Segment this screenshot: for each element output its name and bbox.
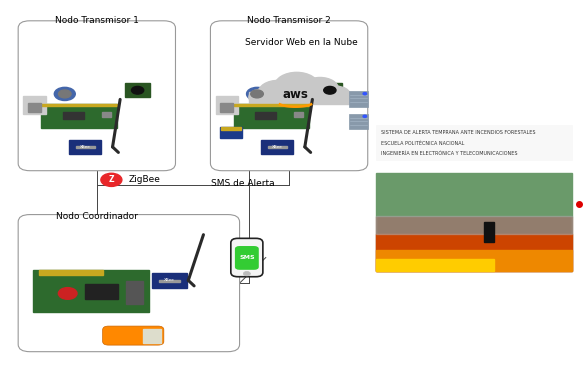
Bar xyxy=(234,104,310,106)
FancyBboxPatch shape xyxy=(231,238,263,277)
Bar xyxy=(41,104,117,106)
Circle shape xyxy=(131,87,144,94)
Circle shape xyxy=(274,72,319,100)
Bar xyxy=(349,91,369,107)
Text: Servidor Web en la Nube: Servidor Web en la Nube xyxy=(245,39,357,47)
Circle shape xyxy=(244,272,251,276)
Bar xyxy=(318,83,342,97)
Bar xyxy=(152,273,187,288)
Bar xyxy=(33,270,150,312)
FancyBboxPatch shape xyxy=(103,326,164,345)
FancyBboxPatch shape xyxy=(18,21,175,171)
Circle shape xyxy=(249,89,274,105)
Bar xyxy=(484,222,493,241)
Bar xyxy=(377,172,572,217)
Bar xyxy=(221,127,241,130)
Text: Z: Z xyxy=(109,175,114,184)
Bar xyxy=(220,103,234,112)
Bar xyxy=(144,328,161,342)
FancyBboxPatch shape xyxy=(235,246,259,270)
Bar xyxy=(268,146,287,148)
Circle shape xyxy=(363,115,367,117)
Bar xyxy=(62,112,84,119)
Bar xyxy=(220,127,242,138)
Circle shape xyxy=(58,90,71,98)
Bar xyxy=(69,140,101,154)
Bar xyxy=(377,259,493,271)
Circle shape xyxy=(322,86,350,104)
Text: aws: aws xyxy=(283,88,308,101)
Bar xyxy=(23,96,46,114)
Bar xyxy=(159,280,180,282)
Bar xyxy=(377,217,572,271)
Circle shape xyxy=(258,80,298,105)
Bar xyxy=(75,146,95,148)
Bar xyxy=(41,104,117,128)
Text: SMS: SMS xyxy=(239,255,255,260)
Text: Nodo Transmisor 2: Nodo Transmisor 2 xyxy=(247,16,331,25)
Bar xyxy=(126,281,144,304)
Bar xyxy=(249,92,353,104)
FancyBboxPatch shape xyxy=(18,215,239,352)
Circle shape xyxy=(324,87,336,94)
Bar xyxy=(85,284,118,299)
Bar xyxy=(377,216,572,234)
Circle shape xyxy=(246,87,267,101)
FancyBboxPatch shape xyxy=(210,21,368,171)
Bar xyxy=(377,125,572,160)
Text: SMS de Alerta: SMS de Alerta xyxy=(211,179,274,188)
Circle shape xyxy=(363,92,367,95)
Text: Nodo Transmisor 1: Nodo Transmisor 1 xyxy=(55,16,139,25)
Bar xyxy=(262,140,293,154)
Circle shape xyxy=(251,90,263,98)
Bar xyxy=(215,96,238,114)
Bar xyxy=(255,112,276,119)
Bar xyxy=(294,112,304,117)
Text: ZigBee: ZigBee xyxy=(129,175,161,184)
Text: XBee: XBee xyxy=(80,145,91,149)
Bar xyxy=(28,103,41,112)
Bar xyxy=(102,112,111,117)
Bar xyxy=(234,104,310,128)
Circle shape xyxy=(301,77,339,101)
Bar xyxy=(39,270,103,275)
Text: Nodo Coordinador: Nodo Coordinador xyxy=(56,212,138,221)
Bar xyxy=(377,234,572,271)
Bar xyxy=(377,250,572,271)
Text: SISTEMA DE ALERTA TEMPRANA ANTE INCENDIOS FORESTALES: SISTEMA DE ALERTA TEMPRANA ANTE INCENDIO… xyxy=(381,131,536,135)
Text: INGENIERÍA EN ELECTRÓNICA Y TELECOMUNICACIONES: INGENIERÍA EN ELECTRÓNICA Y TELECOMUNICA… xyxy=(381,151,517,156)
Bar xyxy=(349,114,369,130)
Bar xyxy=(126,83,150,97)
Text: XBee: XBee xyxy=(272,145,283,149)
Circle shape xyxy=(58,288,77,299)
Text: XBee: XBee xyxy=(164,279,175,282)
Text: ESCUELA POLITÉCNICA NACIONAL: ESCUELA POLITÉCNICA NACIONAL xyxy=(381,141,464,146)
Circle shape xyxy=(54,87,75,101)
Circle shape xyxy=(101,173,122,186)
